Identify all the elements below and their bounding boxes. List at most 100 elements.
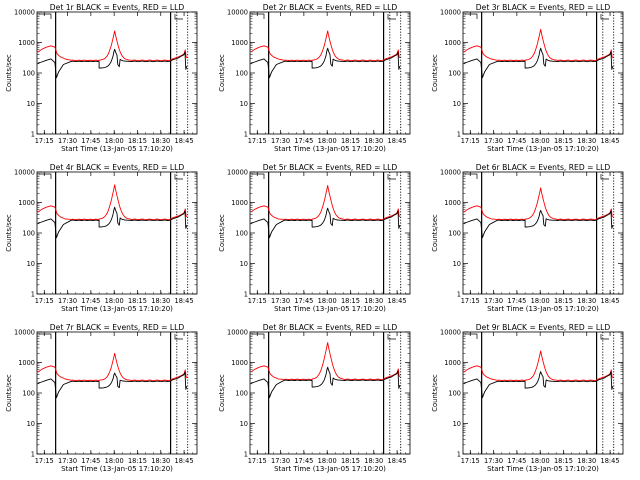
x-tick-label: 18:15 — [128, 297, 147, 305]
x-tick-label: 17:30 — [484, 297, 503, 305]
x-tick-label: 17:45 — [81, 297, 100, 305]
x-tick-label: 18:45 — [175, 457, 194, 465]
y-axis-label: Counts/sec — [218, 214, 226, 252]
detector-panel-3: Det 3r BLACK = Events, RED = LLD 1 10 100 10… — [431, 3, 624, 153]
detector-panel-8: Det 8r BLACK = Events, RED = LLD 1 10 100 10… — [218, 323, 411, 473]
y-tick-label: 10 — [240, 260, 248, 268]
x-tick-label: 17:30 — [58, 137, 77, 145]
y-tick-label: 1 — [457, 131, 461, 139]
plot-frame — [36, 171, 198, 295]
chart-title: Det 2r BLACK = Events, RED = LLD — [263, 3, 398, 12]
x-tick-label: 18:45 — [601, 137, 620, 145]
y-tick-label: 100 — [235, 230, 248, 238]
x-tick-label: 17:30 — [58, 457, 77, 465]
x-tick-label: 18:30 — [151, 137, 170, 145]
lld-series-line — [463, 187, 614, 221]
events-series-line — [463, 371, 614, 399]
y-tick-label: 10000 — [227, 329, 248, 337]
y-tick-label: 1000 — [444, 359, 461, 367]
x-axis-label: Start Time (13-Jan-05 17:10:20) — [61, 465, 173, 473]
x-axis-label: Start Time (13-Jan-05 17:10:20) — [487, 305, 599, 313]
y-tick-label: 1000 — [444, 199, 461, 207]
y-tick-label: 100 — [22, 70, 35, 78]
x-tick-label: 18:30 — [151, 297, 170, 305]
plot-frame — [249, 11, 411, 135]
attenuator-mark-right — [174, 334, 183, 340]
x-tick-label: 18:00 — [105, 457, 124, 465]
y-tick-label: 10 — [27, 260, 35, 268]
x-tick-label: 18:45 — [388, 297, 407, 305]
x-tick-label: 17:45 — [507, 457, 526, 465]
x-tick-label: 18:30 — [577, 297, 596, 305]
chart-title: Det 6r BLACK = Events, RED = LLD — [476, 163, 611, 172]
y-tick-label: 1000 — [231, 199, 248, 207]
y-tick-label: 10 — [240, 100, 248, 108]
lld-series-line — [250, 342, 401, 381]
x-axis-label: Start Time (13-Jan-05 17:10:20) — [274, 145, 386, 153]
x-tick-label: 18:30 — [151, 457, 170, 465]
y-tick-label: 100 — [22, 230, 35, 238]
y-axis-label: Counts/sec — [431, 214, 439, 252]
x-tick-label: 18:00 — [318, 297, 337, 305]
detector-panel-9: Det 9r BLACK = Events, RED = LLD 1 10 100 10… — [431, 323, 624, 473]
y-tick-label: 1000 — [18, 199, 35, 207]
x-axis-label: Start Time (13-Jan-05 17:10:20) — [61, 145, 173, 153]
y-tick-label: 1 — [31, 451, 35, 459]
plot-frame — [36, 331, 198, 455]
y-tick-label: 100 — [235, 70, 248, 78]
attenuator-mark-left — [252, 333, 265, 339]
y-tick-label: 10 — [453, 260, 461, 268]
chart-title: Det 1r BLACK = Events, RED = LLD — [50, 3, 185, 12]
chart-title: Det 5r BLACK = Events, RED = LLD — [263, 163, 398, 172]
attenuator-mark-right — [387, 14, 396, 20]
plot-frame — [36, 11, 198, 135]
y-tick-label: 10000 — [440, 329, 461, 337]
chart-title: Det 4r BLACK = Events, RED = LLD — [50, 163, 185, 172]
x-tick-label: 17:30 — [484, 457, 503, 465]
x-tick-label: 17:15 — [248, 297, 267, 305]
attenuator-mark-left — [465, 13, 478, 19]
y-tick-label: 10000 — [14, 329, 35, 337]
x-tick-label: 17:45 — [507, 297, 526, 305]
y-axis-label: Counts/sec — [218, 374, 226, 412]
attenuator-mark-right — [174, 14, 183, 20]
plot-frame — [462, 11, 624, 135]
attenuator-mark-left — [39, 333, 52, 339]
x-tick-label: 18:15 — [128, 137, 147, 145]
events-series-line — [463, 47, 614, 79]
x-tick-label: 18:30 — [364, 137, 383, 145]
y-axis-label: Counts/sec — [431, 54, 439, 92]
plot-frame — [249, 331, 411, 455]
x-tick-label: 18:30 — [364, 457, 383, 465]
events-series-line — [37, 48, 188, 79]
y-tick-label: 1 — [244, 291, 248, 299]
attenuator-mark-right — [174, 174, 183, 180]
detector-panel-2: Det 2r BLACK = Events, RED = LLD 1 10 100 10… — [218, 3, 411, 153]
x-tick-label: 17:30 — [58, 297, 77, 305]
x-axis-label: Start Time (13-Jan-05 17:10:20) — [274, 305, 386, 313]
y-tick-label: 1 — [457, 291, 461, 299]
x-tick-label: 18:45 — [175, 137, 194, 145]
x-tick-label: 17:15 — [35, 297, 54, 305]
lld-series-line — [37, 352, 188, 382]
x-axis-label: Start Time (13-Jan-05 17:10:20) — [487, 465, 599, 473]
attenuator-mark-right — [600, 14, 609, 20]
detector-panel-6: Det 6r BLACK = Events, RED = LLD 1 10 100 10… — [431, 163, 624, 313]
attenuator-mark-right — [600, 334, 609, 340]
events-series-line — [250, 366, 401, 399]
lld-series-line — [250, 30, 401, 62]
attenuator-mark-right — [387, 174, 396, 180]
x-tick-label: 17:15 — [35, 457, 54, 465]
y-tick-label: 1000 — [18, 359, 35, 367]
y-tick-label: 10000 — [14, 169, 35, 177]
chart-title: Det 7r BLACK = Events, RED = LLD — [50, 323, 185, 332]
x-tick-label: 18:15 — [554, 457, 573, 465]
y-tick-label: 10000 — [227, 169, 248, 177]
lld-series-line — [463, 350, 614, 382]
x-tick-label: 17:45 — [81, 457, 100, 465]
chart-title: Det 9r BLACK = Events, RED = LLD — [476, 323, 611, 332]
x-tick-label: 18:30 — [577, 457, 596, 465]
x-tick-label: 17:30 — [484, 137, 503, 145]
x-tick-label: 18:45 — [388, 457, 407, 465]
y-tick-label: 10000 — [14, 9, 35, 17]
